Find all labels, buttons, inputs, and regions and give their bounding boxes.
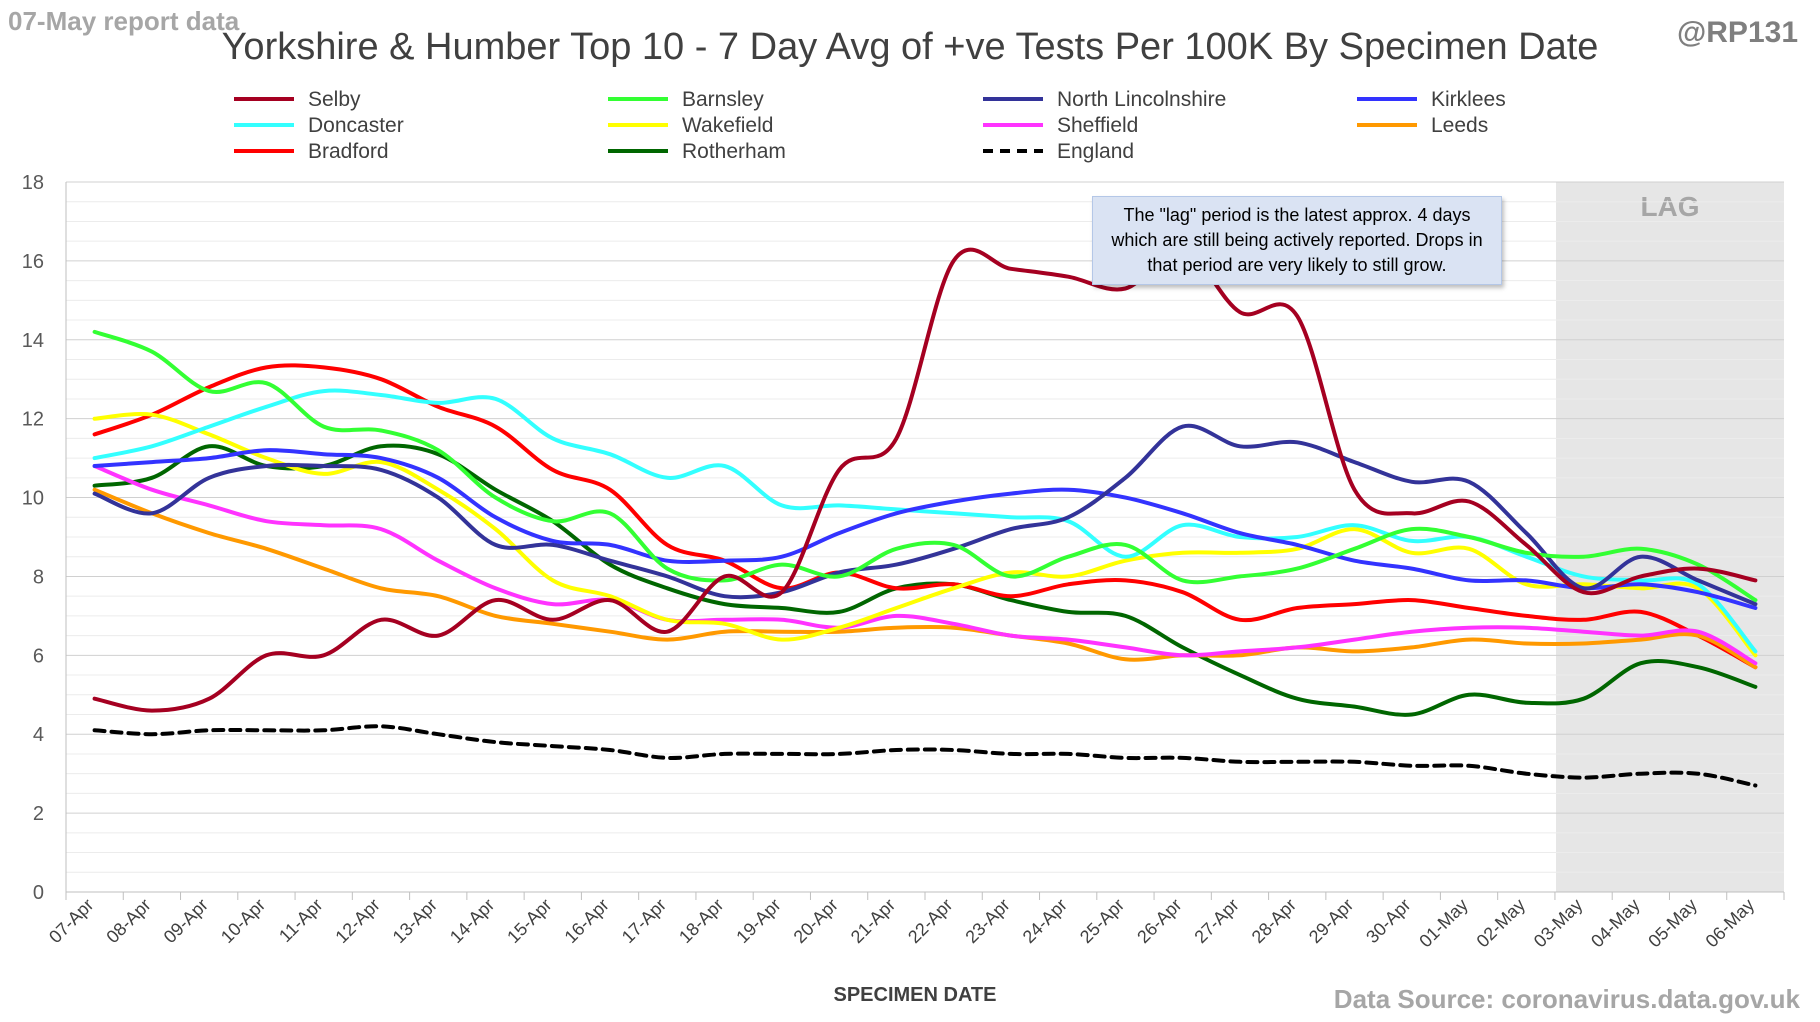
lag-label: LAG xyxy=(1640,191,1699,222)
x-tick-label: 14-Apr xyxy=(446,895,498,947)
y-tick-label: 12 xyxy=(22,409,44,431)
x-tick-label: 21-Apr xyxy=(847,895,899,947)
x-tick-label: 04-May xyxy=(1587,895,1644,952)
legend-label-leeds: Leeds xyxy=(1431,114,1488,137)
x-tick-label: 30-Apr xyxy=(1362,895,1414,947)
series-line-north-lincolnshire xyxy=(92,423,1758,607)
x-tick-label: 29-Apr xyxy=(1305,895,1357,947)
series-line-england xyxy=(92,724,1758,788)
legend-label-wakefield: Wakefield xyxy=(682,114,773,137)
x-tick-label: 06-May xyxy=(1702,895,1759,952)
y-tick-label: 2 xyxy=(33,803,44,825)
x-tick-label: 07-Apr xyxy=(45,895,97,947)
x-tick-label: 05-May xyxy=(1644,895,1701,952)
series-line-barnsley xyxy=(92,329,1758,603)
series-line-selby xyxy=(92,247,1758,713)
lag-note-box: The "lag" period is the latest approx. 4… xyxy=(1092,196,1502,285)
x-tick-label: 17-Apr xyxy=(618,895,670,947)
x-tick-label: 25-Apr xyxy=(1076,895,1128,947)
data-source: Data Source: coronavirus.data.gov.uk xyxy=(1333,984,1800,1014)
x-tick-label: 03-May xyxy=(1530,895,1587,952)
x-tick-label: 10-Apr xyxy=(217,895,269,947)
legend-label-kirklees: Kirklees xyxy=(1431,88,1506,111)
x-tick-label: 22-Apr xyxy=(904,895,956,947)
x-tick-label: 09-Apr xyxy=(160,895,212,947)
series-line-kirklees xyxy=(92,448,1758,610)
report-date-label: 07-May report data xyxy=(8,6,240,36)
series-line-leeds xyxy=(92,487,1758,670)
series-line-wakefield xyxy=(92,412,1758,658)
x-tick-label: 16-Apr xyxy=(561,895,613,947)
x-tick-label: 11-Apr xyxy=(275,895,326,946)
x-tick-label: 18-Apr xyxy=(675,895,727,947)
series-line-rotherham xyxy=(92,443,1758,717)
legend-label-barnsley: Barnsley xyxy=(682,88,764,111)
x-tick-label: 20-Apr xyxy=(790,895,842,947)
legend-label-sheffield: Sheffield xyxy=(1057,114,1138,137)
series-line-sheffield xyxy=(92,464,1758,666)
legend-label-selby: Selby xyxy=(308,88,361,111)
series-line-bradford xyxy=(92,363,1758,670)
x-tick-label: 27-Apr xyxy=(1190,895,1242,947)
x-tick-label: 13-Apr xyxy=(389,895,441,947)
author-handle: @RP131 xyxy=(1677,16,1798,49)
legend-label-doncaster: Doncaster xyxy=(308,114,404,137)
legend-label-rotherham: Rotherham xyxy=(682,140,786,163)
x-tick-label: 24-Apr xyxy=(1019,895,1071,947)
x-tick-label: 19-Apr xyxy=(732,895,784,947)
legend-label-north-lincolnshire: North Lincolnshire xyxy=(1057,88,1226,111)
x-tick-label: 28-Apr xyxy=(1248,895,1300,947)
y-tick-label: 6 xyxy=(33,645,44,667)
x-tick-label: 15-Apr xyxy=(503,895,555,947)
x-tick-label: 01-May xyxy=(1415,895,1472,952)
y-tick-label: 8 xyxy=(33,566,44,588)
y-tick-label: 0 xyxy=(33,882,44,904)
x-tick-label: 23-Apr xyxy=(961,895,1013,947)
x-axis-title: SPECIMEN DATE xyxy=(833,984,997,1006)
y-tick-label: 4 xyxy=(33,724,44,746)
legend-label-bradford: Bradford xyxy=(308,140,389,163)
x-tick-label: 26-Apr xyxy=(1133,895,1185,947)
y-tick-label: 14 xyxy=(22,330,44,352)
y-tick-label: 16 xyxy=(22,251,44,273)
y-tick-label: 18 xyxy=(22,172,44,194)
x-tick-label: 12-Apr xyxy=(331,895,383,947)
y-tick-label: 10 xyxy=(22,488,44,510)
chart-title: Yorkshire & Humber Top 10 - 7 Day Avg of… xyxy=(221,26,1599,68)
x-tick-label: 08-Apr xyxy=(102,895,154,947)
x-tick-label: 02-May xyxy=(1473,895,1530,952)
legend-label-england: England xyxy=(1057,140,1134,163)
